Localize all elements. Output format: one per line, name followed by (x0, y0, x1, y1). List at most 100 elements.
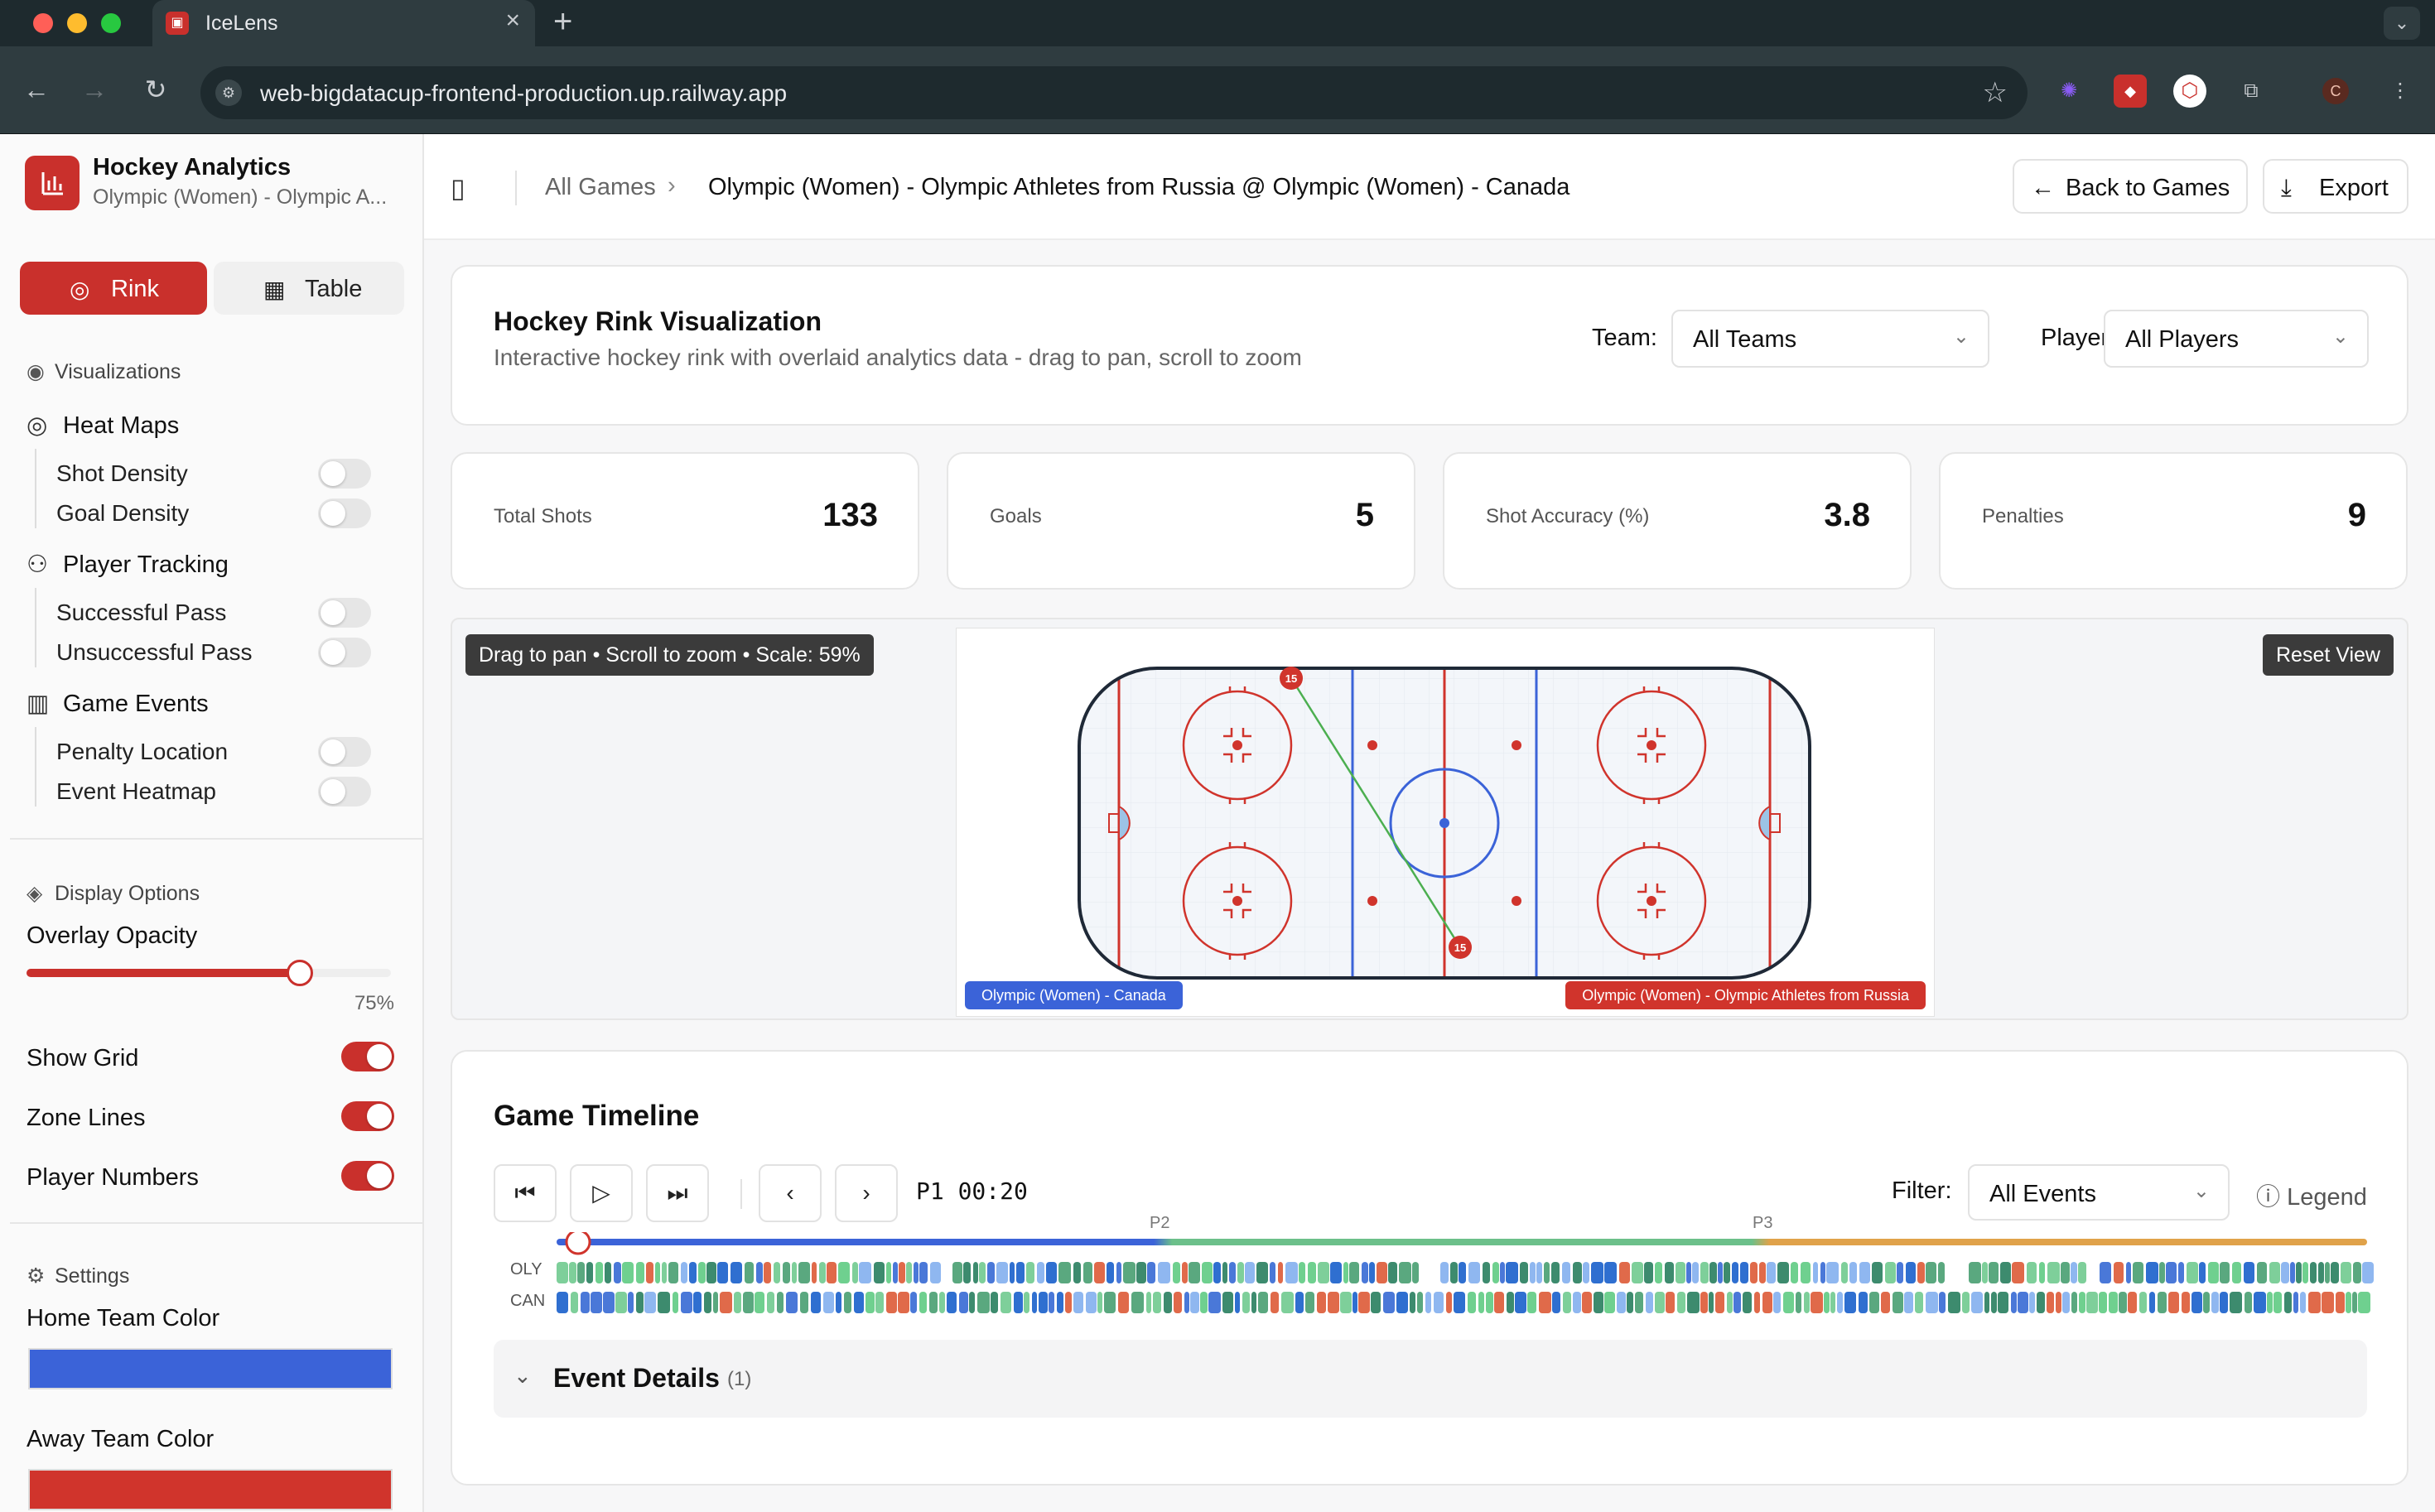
close-tab-icon[interactable]: × (505, 7, 520, 34)
minimize-window-button[interactable] (67, 13, 87, 33)
overlay-opacity-label: Overlay Opacity (27, 922, 198, 949)
sidebar: Hockey Analytics Olympic (Women) - Olymp… (0, 134, 424, 1512)
skip-start-button[interactable]: ⏮ (494, 1164, 557, 1222)
overlay-opacity-slider[interactable] (27, 960, 391, 986)
team-select[interactable]: All Teams ⌄ (1671, 310, 1989, 368)
timeline-event-mark (812, 1262, 817, 1283)
timeline-event-mark (1881, 1292, 1890, 1313)
breadcrumb-all-games[interactable]: All Games (545, 174, 656, 200)
timeline-event-mark (1849, 1262, 1857, 1283)
timeline-event-mark (1527, 1292, 1536, 1313)
timeline-event-mark (595, 1262, 603, 1283)
view-table-button[interactable]: ▦ Table (214, 262, 404, 315)
home-team-color-swatch[interactable] (28, 1348, 393, 1389)
timeline-event-mark (973, 1262, 978, 1283)
toggle-goal-density[interactable] (318, 498, 371, 528)
timeline-event-mark (2114, 1262, 2124, 1283)
timeline-track[interactable] (557, 1232, 2379, 1331)
skip-end-button[interactable]: ⏭ (646, 1164, 709, 1222)
timeline-event-mark (1897, 1262, 1903, 1283)
browser-tab[interactable]: ▣ IceLens × (152, 0, 535, 46)
extensions-puzzle-icon[interactable]: ⧉ (2244, 79, 2259, 102)
header-separator (515, 171, 517, 205)
profile-avatar[interactable]: C (2322, 78, 2349, 104)
reload-icon[interactable]: ↻ (144, 75, 167, 104)
toggle-unsuccessful-pass[interactable] (318, 638, 371, 667)
player-select[interactable]: All Players ⌄ (2104, 310, 2369, 368)
timeline-event-mark (1583, 1262, 1589, 1283)
timeline-event-mark (1969, 1262, 1981, 1283)
timeline-event-mark (1904, 1292, 1913, 1313)
slider-thumb[interactable] (287, 960, 313, 986)
table-icon: ▦ (263, 277, 286, 302)
extension-gear-icon[interactable]: ✺ (2060, 79, 2078, 102)
export-button[interactable]: ⤓ Export (2263, 159, 2408, 214)
bookmark-star-icon[interactable]: ☆ (1982, 77, 2008, 108)
timeline-event-mark (569, 1262, 576, 1283)
timeline-filter-select[interactable]: All Events ⌄ (1968, 1164, 2230, 1221)
timeline-event-mark (1412, 1262, 1419, 1283)
timeline-event-mark (1591, 1262, 1603, 1283)
timeline-event-mark (2037, 1292, 2045, 1313)
back-arrow-icon[interactable]: ← (23, 75, 50, 104)
timeline-event-mark (577, 1262, 585, 1283)
timeline-event-mark (614, 1262, 621, 1283)
timeline-event-mark (2267, 1292, 2273, 1313)
next-event-button[interactable]: › (835, 1164, 898, 1222)
toggle-penalty-location[interactable] (318, 737, 371, 767)
sidebar-toggle-icon[interactable]: ▯ (451, 173, 465, 203)
toggle-player-numbers[interactable] (341, 1161, 394, 1191)
back-to-games-button[interactable]: ← Back to Games (2013, 159, 2248, 214)
player-marker (1280, 667, 1303, 690)
toggle-successful-pass[interactable] (318, 598, 371, 628)
timeline-event-mark (1665, 1262, 1674, 1283)
timeline-event-mark (2099, 1292, 2107, 1313)
forward-arrow-icon[interactable]: → (81, 75, 108, 104)
timeline-event-mark (2220, 1292, 2228, 1313)
rink-canvas[interactable]: Drag to pan • Scroll to zoom • Scale: 59… (451, 618, 2408, 1020)
reset-view-button[interactable]: Reset View (2263, 634, 2394, 676)
extension-red-icon[interactable]: ◆ (2114, 75, 2147, 108)
timeline-event-mark (2139, 1292, 2147, 1313)
category-player-tracking[interactable]: ⚇ Player Tracking (27, 551, 229, 578)
toggle-show-grid[interactable] (341, 1042, 394, 1071)
timeline-event-mark (1182, 1262, 1188, 1283)
timeline-event-mark (1759, 1262, 1766, 1283)
new-tab-icon[interactable]: + (553, 3, 573, 40)
previous-event-button[interactable]: ‹ (759, 1164, 822, 1222)
timeline-event-mark (1014, 1292, 1023, 1313)
timeline-event-mark (1551, 1262, 1560, 1283)
maximize-window-button[interactable] (101, 13, 121, 33)
layers-icon: ◈ (27, 882, 43, 905)
timeline-event-mark (704, 1292, 711, 1313)
timeline-event-mark (1377, 1262, 1387, 1283)
category-game-events[interactable]: ▥ Game Events (27, 691, 209, 717)
play-button[interactable]: ▷ (570, 1164, 633, 1222)
browser-menu-icon[interactable]: ⋮ (2390, 79, 2410, 102)
event-details-section[interactable]: ⌄ Event Details (1) (494, 1340, 2367, 1418)
timeline-event-mark (1841, 1262, 1848, 1283)
timeline-event-mark (1026, 1262, 1034, 1283)
legend-button[interactable]: ⓘ Legend (2256, 1177, 2367, 1212)
view-rink-button[interactable]: ◎ Rink (20, 262, 207, 315)
toggle-zone-lines[interactable] (341, 1101, 394, 1131)
address-bar[interactable]: ⚙ web-bigdatacup-frontend-production.up.… (200, 66, 2028, 119)
timeline-event-mark (1594, 1292, 1603, 1313)
timeline-filter-value: All Events (1989, 1181, 2096, 1207)
extension-hex-icon[interactable]: ⬡ (2173, 75, 2206, 108)
bar-chart-icon: ▥ (27, 691, 50, 717)
away-team-color-swatch[interactable] (28, 1469, 393, 1510)
site-settings-icon[interactable]: ⚙ (215, 79, 242, 106)
toggle-shot-density[interactable] (318, 459, 371, 489)
toggle-event-heatmap[interactable] (318, 777, 371, 807)
timeline-event-mark (743, 1292, 754, 1313)
timeline-event-mark (2182, 1292, 2190, 1313)
category-heat-maps[interactable]: ◎ Heat Maps (27, 412, 180, 439)
close-window-button[interactable] (33, 13, 53, 33)
tab-search-chevron-icon[interactable]: ⌄ (2384, 7, 2420, 40)
chevron-down-icon: ⌄ (2331, 325, 2349, 348)
timeline-event-mark (1278, 1262, 1283, 1283)
timeline-event-mark (2133, 1262, 2143, 1283)
timeline-event-mark (1998, 1292, 2008, 1313)
goal-net-left (1108, 813, 1120, 833)
